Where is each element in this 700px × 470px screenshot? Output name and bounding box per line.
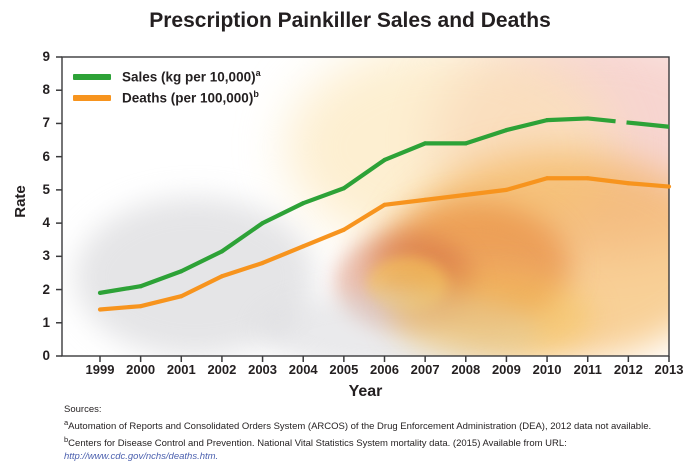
- footnote-link-line: http://www.cdc.gov/nchs/deaths.htm.: [64, 450, 651, 463]
- x-tick-label: 2006: [370, 362, 399, 377]
- deaths-line-swatch: [73, 94, 111, 101]
- footnote-a: aAutomation of Reports and Consolidated …: [64, 418, 652, 433]
- legend-row-deaths: Deaths (per 100,000)b: [73, 87, 261, 108]
- watermark-amber-glow: [392, 272, 592, 356]
- footnote-b: bCenters for Disease Control and Prevent…: [64, 435, 567, 450]
- x-tick-label: 2011: [573, 362, 602, 377]
- sales-line-swatch: [73, 73, 111, 80]
- y-tick-label: 3: [42, 248, 50, 264]
- watermark-spilled-pills: [260, 292, 540, 356]
- cdc-url-link[interactable]: http://www.cdc.gov/nchs/deaths.htm.: [64, 451, 219, 463]
- x-tick-label: 2005: [329, 362, 359, 377]
- x-tick-label: 2010: [532, 362, 562, 377]
- y-tick-label: 0: [42, 348, 50, 363]
- y-tick-label: 9: [42, 49, 50, 64]
- y-tick-label: 5: [42, 181, 50, 197]
- x-tick-label: 1999: [85, 362, 115, 377]
- x-tick-label: 2009: [491, 362, 521, 377]
- footnotes: Sources: aAutomation of Reports and Cons…: [64, 403, 651, 463]
- y-axis-title: Rate: [11, 185, 29, 218]
- x-axis-title: Year: [348, 383, 383, 400]
- y-tick-label: 1: [42, 314, 50, 330]
- x-tick-label: 2007: [410, 362, 440, 377]
- chart-title: Prescription Painkiller Sales and Deaths: [149, 9, 551, 32]
- x-tick-label: 2004: [288, 362, 318, 377]
- y-tick-label: 7: [42, 115, 50, 131]
- legend-label-sales: Sales (kg per 10,000)a: [122, 68, 261, 85]
- x-tick-label: 2013: [654, 362, 684, 377]
- y-tick-label: 6: [42, 148, 50, 164]
- legend: Sales (kg per 10,000)a Deaths (per 100,0…: [73, 66, 261, 108]
- x-tick-label: 2008: [451, 362, 481, 377]
- x-tick-label: 2000: [126, 362, 156, 377]
- x-tick-label: 2001: [166, 362, 196, 377]
- x-tick-label: 2003: [248, 362, 278, 377]
- legend-row-sales: Sales (kg per 10,000)a: [73, 66, 261, 87]
- legend-label-deaths: Deaths (per 100,000)b: [122, 89, 259, 106]
- y-tick-label: 8: [42, 82, 50, 98]
- footnote-heading: Sources:: [64, 404, 102, 415]
- y-tick-label: 4: [42, 215, 50, 231]
- x-tick-label: 2002: [207, 362, 237, 377]
- y-tick-label: 2: [42, 281, 50, 297]
- background-watermark: [62, 57, 669, 356]
- x-tick-label: 2012: [613, 362, 643, 377]
